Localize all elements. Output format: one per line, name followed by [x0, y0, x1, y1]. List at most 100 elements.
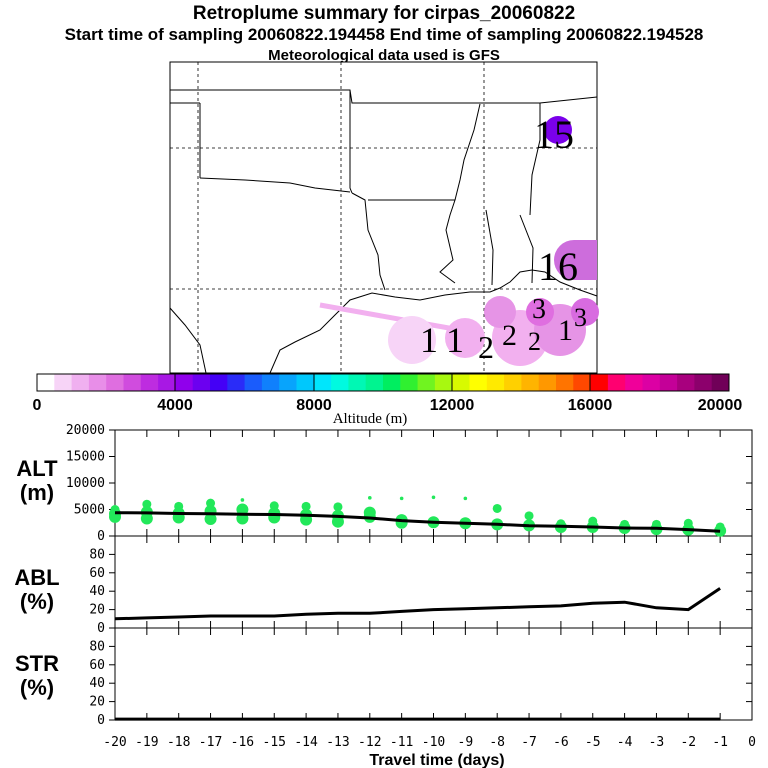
colorbar-cell	[452, 374, 470, 391]
colorbar-cell	[677, 374, 695, 391]
colorbar-cell	[625, 374, 643, 391]
y-tick-label: 10000	[66, 476, 105, 491]
x-tick-label: -3	[649, 735, 665, 750]
abl-unit: (%)	[20, 589, 54, 614]
x-tick-label: -2	[680, 735, 696, 750]
alt-series-line	[114, 511, 721, 533]
x-tick-label: -14	[294, 735, 318, 750]
colorbar-tick: 8000	[296, 397, 332, 414]
colorbar-cell	[261, 374, 280, 391]
altitude-point	[714, 524, 727, 537]
colorbar-cell	[556, 374, 574, 391]
colorbar-cell	[37, 374, 55, 391]
altitude-point	[301, 501, 311, 511]
x-tick-label: -19	[135, 735, 158, 750]
y-tick-label: 20	[89, 603, 105, 618]
plume-blob	[484, 296, 516, 328]
altitude-point	[206, 498, 216, 508]
colorbar-cell	[469, 374, 488, 391]
colorbar-frame	[36, 373, 730, 392]
colorbar-cell	[383, 374, 401, 391]
colorbar-tick: 16000	[568, 397, 613, 414]
altitude-point	[240, 498, 245, 502]
plume-blob	[544, 116, 572, 144]
altitude-point	[399, 496, 404, 501]
x-tick-label: -5	[585, 735, 601, 750]
plume-day-labels: 15 16 1 1 1 2 2 3 2 3	[420, 112, 587, 365]
plume-map: 15 16 1 1 1 2 2 3 2 3	[169, 61, 599, 374]
altitude-point	[463, 496, 468, 501]
day-label: 1	[446, 320, 464, 360]
plume-blob	[574, 240, 597, 280]
altitude-point	[333, 502, 343, 512]
y-tick-label: 40	[89, 676, 105, 691]
day-label: 2	[502, 319, 517, 352]
colorbar-cell	[279, 374, 297, 391]
x-tick-label: -1	[712, 735, 728, 750]
colorbar-cell	[504, 374, 522, 391]
colorbar-cell	[607, 374, 626, 391]
colorbar-cell	[590, 374, 609, 391]
colorbar-cell	[140, 374, 159, 391]
colorbar-cell	[538, 374, 557, 391]
colorbar-cell	[434, 374, 453, 391]
alt-label: ALT	[16, 456, 58, 481]
altitude-point	[204, 513, 217, 526]
colorbar-tick: 20000	[698, 397, 743, 414]
colorbar-cell	[313, 374, 332, 391]
x-tick-label: -7	[521, 735, 537, 750]
colorbar-cell	[521, 374, 540, 391]
altitude-point	[142, 499, 152, 509]
colorbar-cell	[54, 374, 73, 391]
colorbar-cell	[192, 374, 211, 391]
x-tick-label: -16	[231, 735, 254, 750]
colorbar-cell	[106, 374, 124, 391]
day-label: 1	[420, 320, 438, 360]
x-tick-label: -11	[390, 735, 413, 750]
colorbar-cell	[659, 374, 678, 391]
x-tick-label: -15	[263, 735, 286, 750]
plume-path	[319, 302, 461, 333]
met-data-note: Meteorological data used is GFS	[268, 47, 500, 64]
time-series-panels: ALT (m) ABL (%) STR (%) 0 5000 10000 15000 2…	[14, 423, 756, 768]
y-tick-label: 60	[89, 566, 105, 581]
alt-unit: (m)	[20, 480, 54, 505]
colorbar-cell	[71, 374, 90, 391]
colorbar-cell	[210, 374, 228, 391]
x-tick-label: -17	[199, 735, 222, 750]
abl-label: ABL	[14, 565, 59, 590]
altitude-point	[431, 495, 436, 500]
y-tick-label: 0	[97, 713, 105, 728]
colorbar-cell	[400, 374, 419, 391]
altitude-point	[492, 503, 502, 513]
colorbar-cell	[711, 374, 730, 391]
str-label: STR	[15, 651, 59, 676]
colorbar-cell	[175, 374, 194, 391]
str-unit: (%)	[20, 675, 54, 700]
colorbar-cell	[227, 374, 246, 391]
x-tick-label: -9	[458, 735, 474, 750]
day-label: 2	[478, 329, 494, 365]
altitude-point	[524, 511, 534, 521]
colorbar-cell	[573, 374, 592, 391]
y-tick-label: 20000	[66, 423, 105, 438]
plume-blob	[526, 298, 554, 326]
day-label: 2	[528, 327, 541, 356]
y-tick-label: 80	[89, 547, 105, 562]
colorbar-label: Altitude (m)	[333, 411, 408, 427]
plume-blob	[445, 318, 485, 358]
y-tick-label: 5000	[74, 503, 105, 518]
day-label: 1	[558, 314, 573, 347]
day-label: 16	[538, 244, 578, 289]
colorbar-tick: 12000	[430, 397, 475, 414]
x-tick-label: -8	[489, 735, 505, 750]
day-label: 15	[534, 112, 574, 157]
colorbar-cell	[694, 374, 713, 391]
y-tick-label: 80	[89, 639, 105, 654]
y-tick-label: 40	[89, 584, 105, 599]
x-tick-label: -6	[553, 735, 569, 750]
plume-blob	[571, 298, 599, 326]
y-tick-label: 0	[97, 621, 105, 636]
altitude-point	[140, 512, 153, 525]
